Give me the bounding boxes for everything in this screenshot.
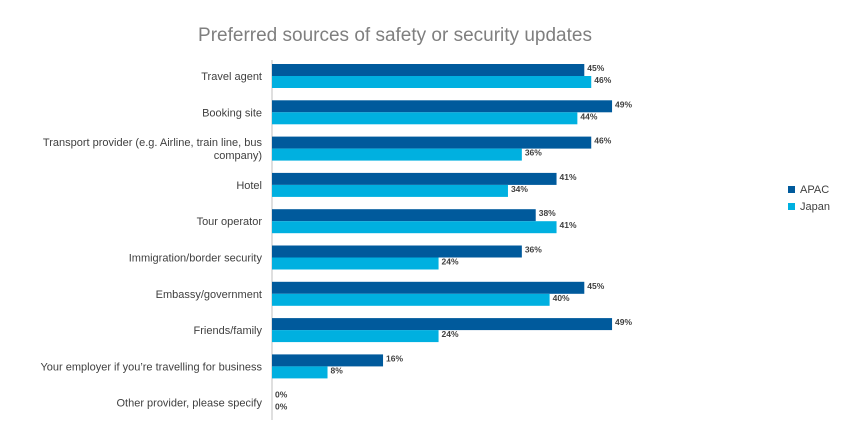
data-label-apac: 49% xyxy=(615,317,632,327)
bar-japan xyxy=(272,76,592,88)
data-label-japan: 46% xyxy=(594,75,611,85)
data-label-japan: 41% xyxy=(560,220,577,230)
data-label-japan: 24% xyxy=(442,257,459,267)
legend-label-japan: Japan xyxy=(800,201,830,213)
category-label: Travel agent xyxy=(201,71,262,83)
category-label: Your employer if you’re travelling for b… xyxy=(40,361,262,373)
bar-apac xyxy=(272,209,536,222)
bar-japan xyxy=(272,184,508,197)
category-label: Transport provider (e.g. Airline, train … xyxy=(43,137,263,162)
legend-label-apac: APAC xyxy=(800,184,829,196)
bar-japan xyxy=(272,257,439,270)
data-label-japan: 36% xyxy=(525,148,542,158)
category-label-line: Transport provider (e.g. Airline, train … xyxy=(43,137,263,149)
data-label-apac: 41% xyxy=(560,172,577,182)
category-label-line: Your employer if you’re travelling for b… xyxy=(40,361,262,373)
data-label-apac: 49% xyxy=(615,99,632,109)
category-label: Embassy/government xyxy=(156,289,262,301)
bar-apac xyxy=(272,245,522,258)
bar-japan xyxy=(272,366,328,379)
data-label-apac: 38% xyxy=(539,208,556,218)
data-label-apac: 45% xyxy=(587,281,604,291)
category-label-line: company) xyxy=(214,150,262,162)
category-label: Other provider, please specify xyxy=(116,398,262,410)
data-label-apac: 45% xyxy=(587,63,604,73)
category-label-line: Friends/family xyxy=(194,325,263,337)
bar-japan xyxy=(272,112,578,125)
data-label-apac: 36% xyxy=(525,245,542,255)
legend: APAC Japan xyxy=(788,184,830,213)
category-label-line: Other provider, please specify xyxy=(116,398,262,410)
data-label-japan: 24% xyxy=(442,329,459,339)
category-label-line: Immigration/border security xyxy=(129,253,263,265)
data-label-apac: 0% xyxy=(275,390,288,400)
data-label-apac: 16% xyxy=(386,353,403,363)
data-label-japan: 8% xyxy=(331,365,344,375)
category-label: Booking site xyxy=(202,107,262,119)
bar-apac xyxy=(272,64,585,76)
bar-apac xyxy=(272,172,557,185)
data-label-apac: 46% xyxy=(594,136,611,146)
category-label: Hotel xyxy=(236,180,262,192)
chart-title: Preferred sources of safety or security … xyxy=(198,25,592,46)
category-label-line: Embassy/government xyxy=(156,289,262,301)
category-label-line: Tour operator xyxy=(197,216,263,228)
bar-apac xyxy=(272,100,613,113)
legend-swatch-apac xyxy=(788,186,795,193)
category-label: Immigration/border security xyxy=(129,253,263,265)
legend-swatch-japan xyxy=(788,203,795,210)
bar-apac xyxy=(272,281,585,294)
data-label-japan: 0% xyxy=(275,402,288,412)
data-label-japan: 34% xyxy=(511,184,528,194)
bar-apac xyxy=(272,318,613,331)
bar-japan xyxy=(272,221,557,234)
bar-apac xyxy=(272,136,592,149)
data-label-japan: 44% xyxy=(580,111,597,121)
data-label-japan: 40% xyxy=(553,293,570,303)
bar-japan xyxy=(272,148,522,161)
category-label: Tour operator xyxy=(197,216,263,228)
category-label-line: Travel agent xyxy=(201,71,262,83)
category-label-line: Hotel xyxy=(236,180,262,192)
category-label: Friends/family xyxy=(194,325,263,337)
bar-apac xyxy=(272,354,384,367)
bar-japan xyxy=(272,293,550,306)
bar-japan xyxy=(272,330,439,343)
category-label-line: Booking site xyxy=(202,107,262,119)
